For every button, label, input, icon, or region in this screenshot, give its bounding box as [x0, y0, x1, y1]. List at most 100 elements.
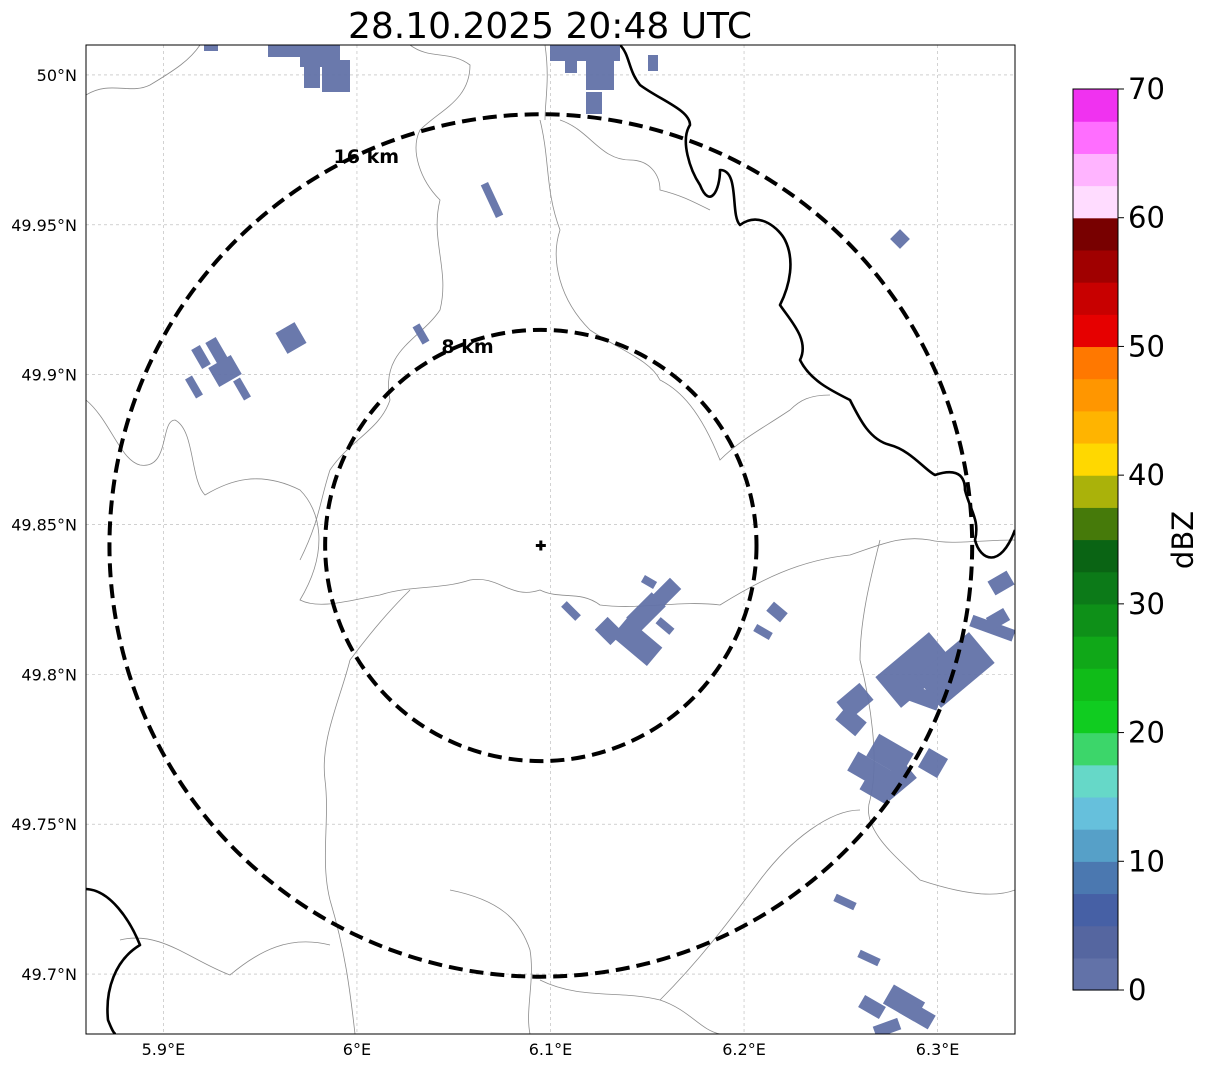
colorbar-block	[1073, 121, 1118, 154]
lat-tick-label: 49.85°N	[11, 516, 77, 535]
colorbar-frame	[1072, 88, 1119, 991]
map-area: 8 km 16 km	[85, 44, 1016, 1035]
echo-cell	[304, 60, 320, 88]
colorbar-block	[1073, 925, 1118, 959]
colorbar-block	[1073, 378, 1118, 412]
figure-title: 28.10.2025 20:48 UTC	[348, 6, 752, 47]
lat-tick-label: 49.9°N	[21, 366, 77, 385]
echo-cell	[208, 354, 242, 388]
colorbar-block	[1073, 764, 1118, 798]
colorbar-block	[1073, 507, 1118, 541]
map-frame	[85, 44, 1016, 1035]
colorbar-block	[1073, 282, 1118, 315]
latitude-ticks: 50°N 49.95°N 49.9°N 49.85°N 49.8°N 49.75°N 49.…	[11, 66, 77, 984]
echo-cell	[766, 601, 788, 623]
echo-cell	[648, 55, 658, 71]
range-ring-labels: 8 km 16 km	[334, 146, 494, 358]
colorbar-block	[1073, 442, 1118, 476]
colorbar-block	[1073, 475, 1118, 508]
colorbar-block	[1073, 732, 1118, 766]
echo-cell	[611, 618, 663, 666]
echo-cell	[412, 323, 430, 345]
country-borders	[86, 45, 1015, 1034]
colorbar-tick-label: 10	[1128, 844, 1165, 878]
longitude-ticks: 5.9°E 6°E 6.1°E 6.2°E 6.3°E	[142, 1040, 960, 1059]
echo-cell	[233, 377, 251, 401]
echo-cell	[872, 1017, 902, 1034]
range-ring-label: 8 km	[441, 336, 493, 358]
colorbar-block	[1073, 185, 1118, 219]
colorbar-ticks: 0 10 20 30 40 50 60 70	[1118, 72, 1165, 1007]
range-rings	[107, 112, 975, 979]
colorbar-block	[1073, 410, 1118, 444]
colorbar-block	[1073, 893, 1118, 927]
colorbar-block	[1073, 796, 1118, 830]
echo-cell	[640, 575, 658, 589]
colorbar: 0 10 20 30 40 50 60 70 dBZ	[1072, 72, 1200, 1007]
colorbar-block	[1073, 571, 1118, 605]
echo-cell	[655, 617, 675, 635]
colorbar-block	[1073, 957, 1118, 991]
lat-tick-label: 49.75°N	[11, 815, 77, 834]
colorbar-tick-label: 40	[1128, 458, 1165, 492]
colorbar-block	[1073, 700, 1118, 734]
echo-cell	[835, 705, 867, 737]
echo-cell	[859, 773, 895, 805]
echo-cell	[987, 570, 1015, 596]
colorbar-block	[1073, 89, 1118, 122]
lon-tick-label: 6°E	[343, 1040, 371, 1059]
lon-tick-label: 6.2°E	[722, 1040, 766, 1059]
colorbar-block	[1073, 861, 1118, 895]
echo-cell	[550, 45, 620, 61]
colorbar-block	[1073, 346, 1118, 380]
colorbar-block	[1073, 636, 1118, 669]
echo-cell	[985, 607, 1011, 631]
range-ring-8km	[323, 327, 759, 764]
colorbar-tick-label: 70	[1128, 72, 1165, 106]
echo-cell	[565, 55, 577, 73]
echo-cell	[648, 577, 682, 611]
echo-cell	[915, 632, 995, 708]
echo-cell	[275, 322, 307, 354]
echo-cell	[908, 685, 942, 711]
echo-cell	[561, 601, 581, 621]
echo-cell	[268, 45, 310, 57]
echo-cell	[322, 60, 350, 92]
echo-cell	[204, 45, 218, 51]
colorbar-tick-label: 0	[1128, 973, 1146, 1007]
echo-cell	[185, 375, 203, 399]
echo-cell	[917, 747, 949, 779]
echo-cell	[586, 92, 602, 114]
colorbar-block	[1073, 539, 1118, 573]
echo-cell	[586, 60, 614, 90]
radar-echoes	[185, 45, 1015, 1034]
lat-tick-label: 49.95°N	[11, 216, 77, 235]
echo-cell	[858, 994, 886, 1020]
colorbar-block	[1073, 668, 1118, 701]
colorbar-block	[1073, 217, 1118, 251]
echo-cell	[833, 893, 857, 911]
colorbar-label: dBZ	[1166, 511, 1200, 569]
gridlines	[86, 45, 1015, 1034]
echo-cell	[857, 949, 881, 967]
colorbar-tick-label: 30	[1128, 587, 1165, 621]
colorbar-tick-label: 60	[1128, 201, 1165, 235]
echo-cell	[898, 998, 936, 1030]
colorbar-blocks	[1073, 89, 1118, 991]
echo-cell	[753, 624, 773, 640]
lon-tick-label: 6.3°E	[916, 1040, 960, 1059]
colorbar-block	[1073, 829, 1118, 862]
echo-cell	[191, 344, 211, 370]
range-ring-16km	[107, 112, 975, 979]
echo-cell	[875, 632, 955, 708]
lon-tick-label: 5.9°E	[142, 1040, 186, 1059]
lon-tick-label: 6.1°E	[529, 1040, 573, 1059]
colorbar-tick-label: 50	[1128, 329, 1165, 363]
range-ring-label: 16 km	[334, 146, 400, 168]
colorbar-block	[1073, 153, 1118, 187]
colorbar-block	[1073, 249, 1118, 283]
lat-tick-label: 49.7°N	[21, 965, 77, 984]
colorbar-block	[1073, 314, 1118, 348]
colorbar-block	[1073, 603, 1118, 637]
